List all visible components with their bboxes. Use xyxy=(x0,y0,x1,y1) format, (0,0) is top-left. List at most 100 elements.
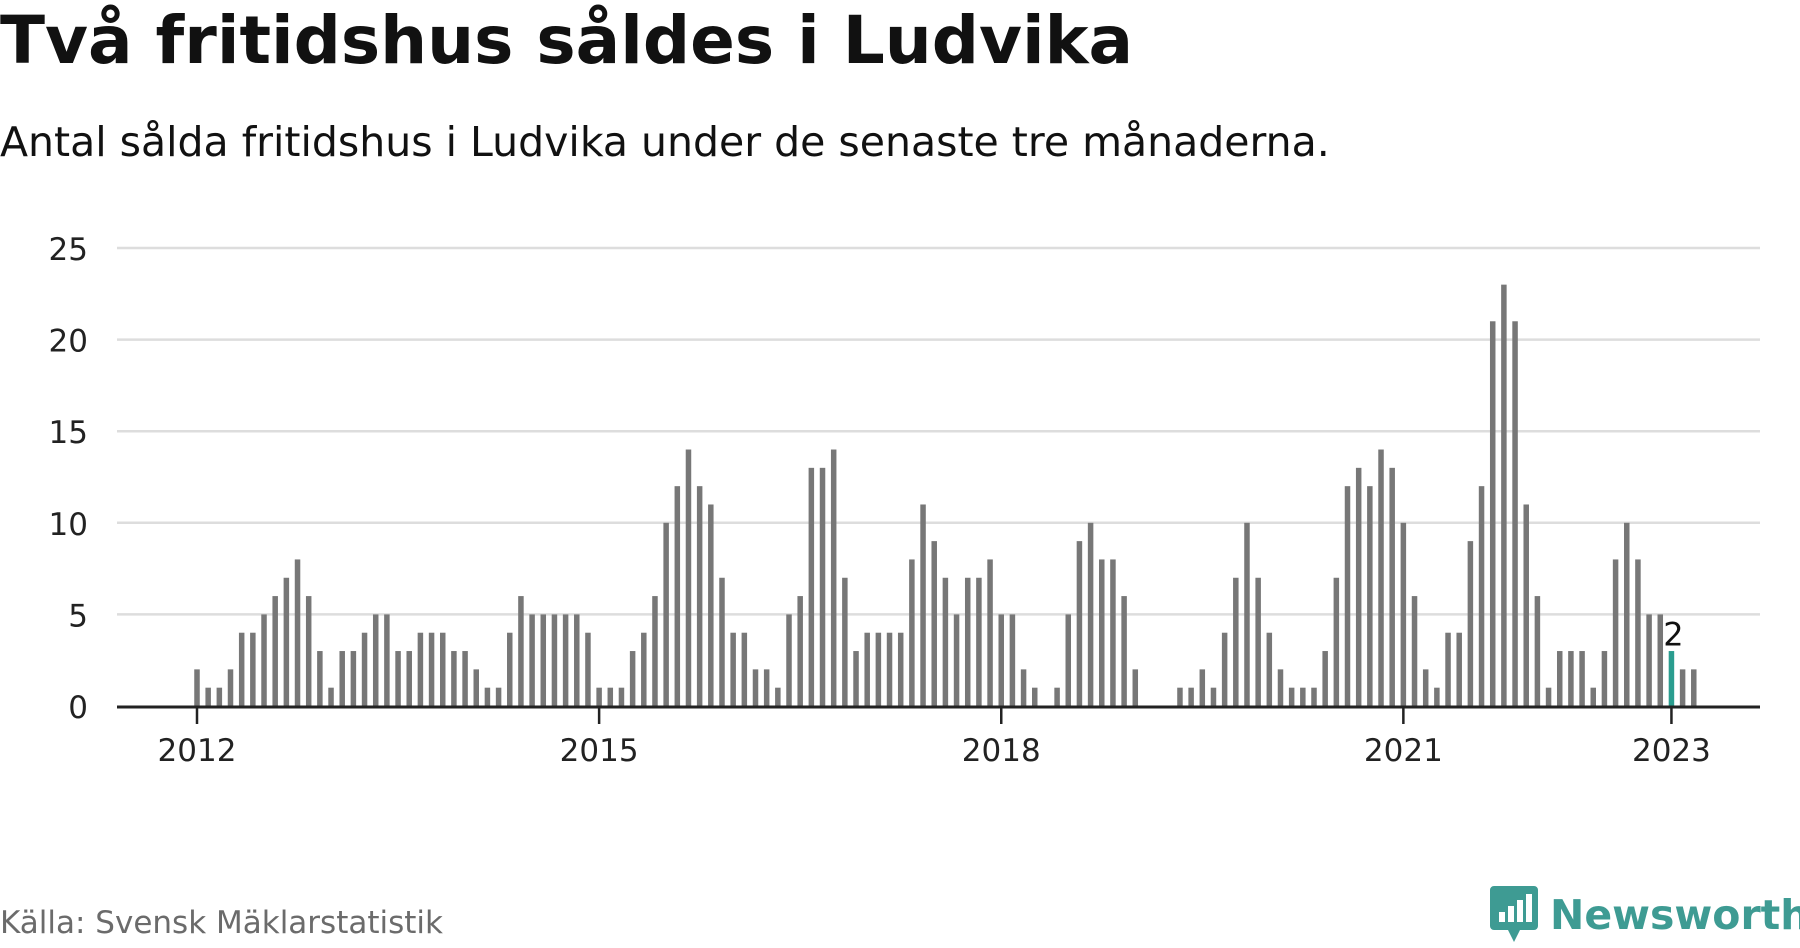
bar xyxy=(1400,522,1407,706)
bar xyxy=(797,596,803,706)
bar xyxy=(663,522,669,706)
bar xyxy=(953,614,960,706)
bar xyxy=(909,559,915,706)
bar xyxy=(1568,651,1574,706)
bar xyxy=(1601,651,1608,706)
bar xyxy=(1512,321,1518,706)
bar xyxy=(1266,632,1273,706)
bar xyxy=(1422,669,1429,706)
bar xyxy=(998,614,1004,706)
brand-name: Newsworthy xyxy=(1550,891,1800,939)
bar xyxy=(451,651,457,706)
bar xyxy=(1545,687,1552,706)
bar xyxy=(1099,559,1105,706)
bar xyxy=(1378,449,1384,706)
y-tick-label: 0 xyxy=(68,690,88,726)
bar xyxy=(685,449,692,706)
bar xyxy=(1679,669,1686,706)
page-subtitle: Antal sålda fritidshus i Ludvika under d… xyxy=(0,118,1330,166)
bar xyxy=(361,632,368,706)
bar xyxy=(1579,651,1585,706)
bar xyxy=(976,577,982,706)
bar xyxy=(652,596,658,706)
bar xyxy=(283,577,290,706)
bar xyxy=(216,687,223,706)
bar xyxy=(1322,651,1328,706)
bar xyxy=(775,687,781,706)
bar xyxy=(1612,559,1619,706)
bar xyxy=(1087,522,1094,706)
bar xyxy=(1177,687,1183,706)
bar xyxy=(1221,632,1228,706)
bar xyxy=(1411,596,1418,706)
bar xyxy=(1076,541,1083,706)
bar xyxy=(1199,669,1206,706)
bar xyxy=(1556,651,1563,706)
y-tick-label: 15 xyxy=(49,415,88,451)
bar xyxy=(462,651,468,706)
bar xyxy=(1311,687,1317,706)
bar xyxy=(596,687,602,706)
newsworthy-logo-icon xyxy=(1490,886,1538,942)
bar xyxy=(1344,486,1351,706)
y-axis-tick-labels: 0 5 10 15 20 25 xyxy=(49,232,88,726)
bar xyxy=(473,669,479,706)
bar xyxy=(897,632,904,706)
grid-lines xyxy=(117,246,1760,616)
bar xyxy=(696,486,703,706)
bar xyxy=(1389,467,1395,706)
bar xyxy=(1523,504,1529,706)
x-tick-label: 2023 xyxy=(1632,733,1711,769)
bar xyxy=(1489,321,1496,706)
y-tick-label: 25 xyxy=(49,232,88,268)
bar xyxy=(439,632,446,706)
bar xyxy=(272,596,278,706)
bar xyxy=(428,632,435,706)
bar xyxy=(741,632,748,706)
bar xyxy=(1188,687,1194,706)
highlight-value-label: 2 xyxy=(1663,615,1683,653)
bar xyxy=(507,632,513,706)
bar xyxy=(1456,632,1462,706)
bar xyxy=(1367,486,1373,706)
bar xyxy=(708,504,714,706)
bar xyxy=(629,651,636,706)
bar xyxy=(417,632,424,706)
bar xyxy=(730,632,736,706)
bar xyxy=(752,669,759,706)
bar xyxy=(607,687,614,706)
bar xyxy=(294,559,301,706)
bar xyxy=(1355,467,1362,706)
bar xyxy=(1054,687,1060,706)
bar xyxy=(1478,486,1485,706)
bar xyxy=(842,577,848,706)
bar xyxy=(1333,577,1340,706)
x-tick-label: 2015 xyxy=(560,733,639,769)
bar xyxy=(406,651,412,706)
bar xyxy=(540,614,547,706)
bar xyxy=(350,651,357,706)
bar xyxy=(786,614,792,706)
bar xyxy=(1009,614,1016,706)
bar xyxy=(641,632,647,706)
bar xyxy=(250,632,256,706)
bar xyxy=(585,632,591,706)
bar xyxy=(1691,669,1697,706)
bar xyxy=(853,651,859,706)
bar xyxy=(305,596,312,706)
bar xyxy=(864,632,870,706)
x-axis-tick-labels: 2012 2015 2018 2021 2023 xyxy=(158,733,1711,769)
bar xyxy=(1121,596,1127,706)
bar xyxy=(1590,687,1596,706)
bar xyxy=(964,577,971,706)
bar-chart: 0 5 10 15 20 25 2012 2015 2018 2021 2023 2 xyxy=(49,232,1760,769)
bars xyxy=(194,284,1697,706)
y-tick-label: 20 xyxy=(49,324,88,360)
bar xyxy=(227,669,234,706)
bar xyxy=(317,651,323,706)
x-tick-label: 2018 xyxy=(962,733,1041,769)
bar xyxy=(920,504,926,706)
bar xyxy=(931,541,937,706)
bar xyxy=(1244,522,1250,706)
x-tick-label: 2021 xyxy=(1364,733,1443,769)
